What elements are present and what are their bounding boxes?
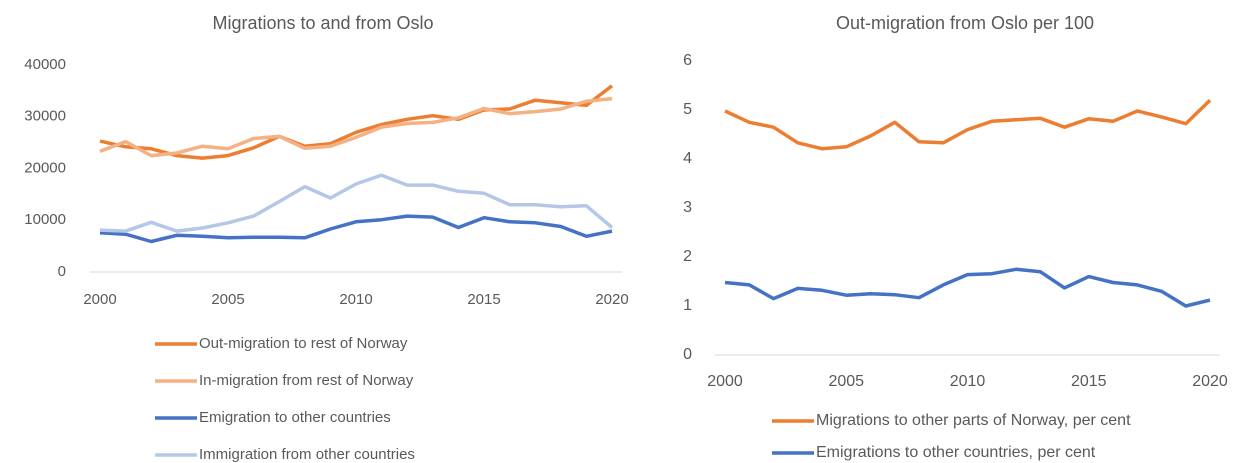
legend-label: Emigration to other countries [199, 409, 391, 426]
x-tick-label: 2015 [1071, 373, 1107, 390]
y-tick-label: 6 [683, 52, 692, 69]
series-line [99, 96, 613, 158]
y-tick-label: 30000 [24, 108, 66, 125]
x-tick-label: 2010 [950, 373, 986, 390]
series-line [724, 267, 1211, 308]
legend-label: Migrations to other parts of Norway, per… [816, 412, 1131, 429]
series-line [99, 84, 614, 160]
y-tick-label: 4 [683, 150, 692, 167]
series-line [99, 214, 613, 244]
series-line [724, 98, 1212, 151]
x-tick-label: 2005 [211, 291, 244, 308]
x-tick-label: 2020 [595, 291, 628, 308]
x-tick-label: 2005 [828, 373, 864, 390]
legend-label: Emigrations to other countries, per cent [816, 444, 1096, 461]
x-tick-label: 2020 [1192, 373, 1228, 390]
x-tick-label: 2000 [707, 373, 743, 390]
legend-label: In-migration from rest of Norway [199, 372, 414, 389]
chart-title: Migrations to and from Oslo [212, 13, 433, 33]
y-tick-label: 40000 [24, 56, 66, 73]
y-tick-label: 2 [683, 248, 692, 265]
legend-label: Out-migration to rest of Norway [199, 335, 408, 352]
y-tick-label: 20000 [24, 159, 66, 176]
chart-title: Out-migration from Oslo per 100 [836, 13, 1094, 33]
y-tick-label: 1 [683, 297, 692, 314]
y-tick-label: 0 [58, 263, 66, 280]
y-tick-label: 0 [683, 346, 692, 363]
y-tick-label: 3 [683, 199, 692, 216]
legend-label: Immigration from other countries [199, 446, 415, 463]
series-line [99, 173, 614, 233]
x-tick-label: 2015 [467, 291, 500, 308]
x-tick-label: 2000 [83, 291, 116, 308]
y-tick-label: 5 [683, 101, 692, 118]
y-tick-label: 10000 [24, 211, 66, 228]
x-tick-label: 2010 [339, 291, 372, 308]
